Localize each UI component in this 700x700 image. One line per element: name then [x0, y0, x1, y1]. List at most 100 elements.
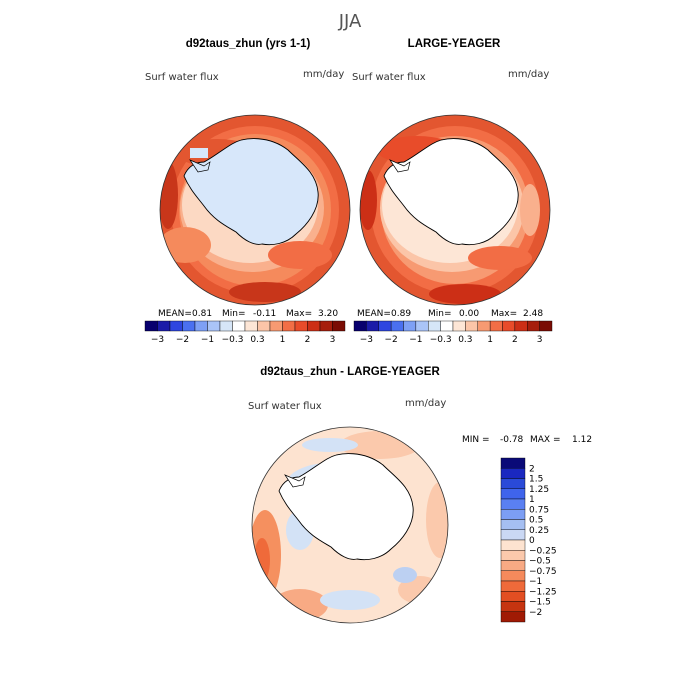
units-label: mm/day [303, 69, 344, 80]
colorbar-swatch [428, 320, 441, 332]
colorbar-swatch [500, 611, 526, 623]
colorbar-swatch [527, 320, 540, 332]
colorbar-swatch [477, 320, 491, 332]
colorbar-tick-label: 1 [529, 495, 535, 505]
colorbar-swatch [403, 320, 417, 332]
colorbar-tick-label: −1 [529, 577, 542, 587]
colorbar-swatch [500, 509, 526, 520]
colorbar-swatch [465, 320, 478, 332]
colorbar-tick-label: −2 [176, 335, 189, 345]
colorbar-swatch [500, 529, 526, 541]
colorbar-swatch [502, 320, 516, 332]
colorbar-swatch [194, 320, 208, 332]
colorbar-tick-label: 1.5 [529, 475, 543, 485]
stat-min-label: Min= [428, 309, 452, 319]
map-difference [252, 427, 448, 623]
colorbar-swatch [219, 320, 233, 332]
colorbar-swatch [232, 320, 246, 332]
map-model [160, 115, 350, 305]
colorbar-swatch [319, 320, 333, 332]
colorbar-model: −3 −2 −1 −0.3 0.3 1 2 3 [144, 320, 346, 345]
colorbar-swatch [500, 591, 526, 602]
colorbar-swatch [500, 550, 526, 561]
colorbar-swatch [294, 320, 308, 332]
colorbar-tick-label: 2 [529, 464, 535, 474]
stat-mean-label: MEAN= [158, 309, 192, 319]
antarctica-coastline [383, 138, 519, 246]
colorbar-swatch [144, 320, 158, 332]
colorbar-swatch [207, 320, 221, 332]
stats-line: MEAN= 0.89 Min= 0.00 Max= 2.48 [357, 309, 543, 319]
colorbar-swatch [378, 320, 392, 332]
colorbar-tick-label: −0.5 [529, 557, 551, 567]
colorbar-tick-label: 0.75 [529, 505, 549, 515]
colorbar-swatch [390, 320, 404, 332]
stats-line: MIN = -0.78 MAX = 1.12 [462, 435, 592, 445]
panel-title: d92taus_zhun (yrs 1-1) [186, 38, 311, 50]
colorbar-tick-label: 3 [330, 335, 336, 345]
colorbar-difference: 21.51.2510.750.50.250−0.25−0.5−0.75−1−1.… [500, 457, 557, 623]
variable-label: Surf water flux [248, 401, 322, 412]
colorbar-swatch [415, 320, 429, 332]
season-title: JJA [338, 11, 362, 32]
colorbar-swatch [500, 468, 526, 479]
panel-title: d92taus_zhun - LARGE-YEAGER [260, 366, 440, 378]
stat-max-value: 2.48 [523, 309, 543, 319]
colorbar-swatch [500, 580, 526, 592]
colorbar-swatch [366, 320, 379, 332]
antarctica-coastline [278, 453, 414, 561]
colorbar-tick-label: −2 [384, 335, 397, 345]
stat-min-label: Min= [222, 309, 246, 319]
colorbar-tick-label: −1.25 [529, 587, 557, 597]
colorbar-swatch [269, 320, 283, 332]
colorbar-swatch [353, 320, 367, 332]
colorbar-swatch [500, 601, 526, 612]
colorbar-swatch [307, 320, 321, 332]
colorbar-tick-label: 2 [305, 335, 311, 345]
map-reference [360, 115, 550, 305]
colorbar-tick-label: −3 [360, 335, 373, 345]
colorbar-tick-label: −0.75 [529, 567, 557, 577]
colorbar-reference: −3 −2 −1 −0.3 0.3 1 2 3 [353, 320, 553, 345]
colorbar-swatch [244, 320, 258, 332]
colorbar-swatch [514, 320, 528, 332]
colorbar-tick-label: −0.3 [430, 335, 452, 345]
colorbar-tick-label: 0.5 [529, 516, 543, 526]
stat-min-value: -0.78 [500, 435, 524, 445]
panel-difference: d92taus_zhun - LARGE-YEAGER Surf water f… [248, 366, 592, 624]
colorbar-swatch [500, 478, 526, 489]
stat-max-label: MAX = [530, 435, 561, 445]
stat-max-value: 1.12 [572, 435, 592, 445]
stat-max-label: Max= [491, 309, 517, 319]
colorbar-tick-label: 1 [487, 335, 493, 345]
colorbar-swatch [500, 488, 526, 500]
colorbar-tick-label: 2 [512, 335, 518, 345]
stat-mean-value: 0.89 [391, 309, 411, 319]
stat-min-value: 0.00 [459, 309, 479, 319]
colorbar-swatch [452, 320, 466, 332]
colorbar-swatch [500, 457, 526, 469]
antarctica-coastline [183, 138, 319, 246]
colorbar-swatch [500, 570, 526, 582]
colorbar-tick-label: 1 [280, 335, 286, 345]
stat-mean-value: 0.81 [192, 309, 212, 319]
variable-label: Surf water flux [145, 72, 219, 83]
colorbar-swatch [440, 320, 454, 332]
colorbar-swatch [332, 320, 346, 332]
colorbar-tick-label: 3 [537, 335, 543, 345]
panel-model: d92taus_zhun (yrs 1-1) Surf water flux m… [144, 38, 351, 345]
colorbar-swatch [169, 320, 183, 332]
stat-min-value: -0.11 [253, 309, 276, 319]
colorbar-swatch [539, 320, 553, 332]
colorbar-tick-label: −2 [529, 608, 542, 618]
colorbar-swatch [157, 320, 171, 332]
colorbar-tick-label: −0.25 [529, 546, 557, 556]
stat-min-label: MIN = [462, 435, 490, 445]
panel-title: LARGE-YEAGER [408, 38, 501, 50]
colorbar-swatch [500, 539, 526, 551]
colorbar-tick-label: 0 [529, 536, 535, 546]
units-label: mm/day [508, 69, 549, 80]
colorbar-swatch [500, 519, 526, 530]
colorbar-tick-label: 1.25 [529, 485, 549, 495]
colorbar-tick-label: 0.3 [250, 335, 264, 345]
